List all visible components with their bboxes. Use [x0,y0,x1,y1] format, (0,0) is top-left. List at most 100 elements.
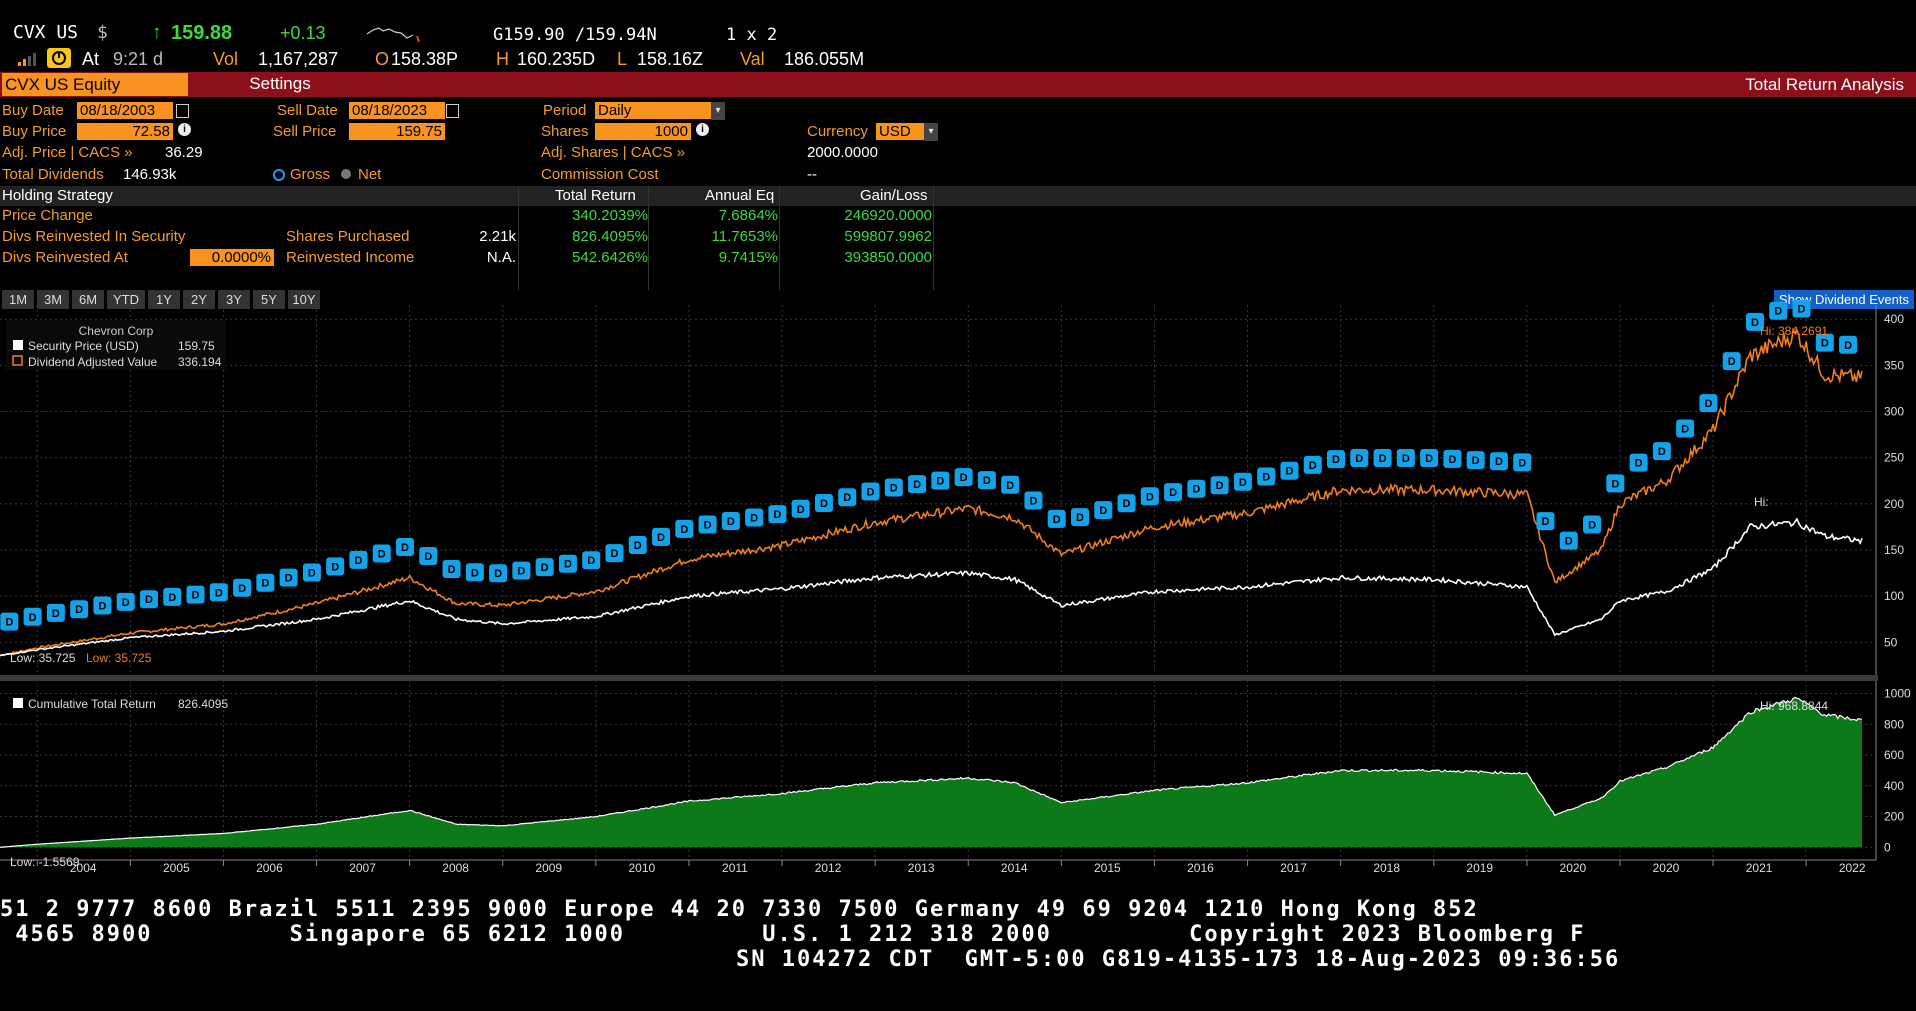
dividend-marker-label: D [1751,317,1759,329]
dividend-marker-label: D [820,498,828,510]
chevron-down-icon[interactable]: ▾ [924,123,938,141]
low-annotation-cumulative: Low: -1.5569 [10,855,80,869]
dividend-marker-box [1373,449,1392,467]
dividend-marker-box [1164,483,1183,502]
dividend-marker-box [1536,512,1555,531]
buy-date-field[interactable]: 08/18/2003 [77,102,173,119]
dividend-marker-label: D [168,592,176,604]
period-select[interactable]: Daily [595,102,711,119]
dividend-marker-label: D [1518,457,1526,469]
price-chart[interactable]: D D D D D D D D D D D D D D D D D D D D D D D D D D D D D D D D D D D D D D D D… [0,300,1916,875]
reinvest-rate-field[interactable]: 0.0000% [190,249,274,266]
x-tick-label: 2021 [1746,861,1773,875]
range-3m-button[interactable]: 3M [37,290,69,309]
dividend-marker-label: D [354,555,362,567]
dividend-marker-label: D [1658,446,1666,458]
dividend-marker-label: D [843,492,851,504]
calendar-icon[interactable] [176,104,189,118]
dividend-marker: D [1070,508,1089,527]
dividend-marker-box [861,482,880,501]
range-6m-button[interactable]: 6M [72,290,104,309]
dividend-marker: D [349,550,368,569]
traded-value: 186.055M [784,49,865,69]
dividend-marker-box [442,559,461,578]
sell-price-label: Sell Price [273,123,337,140]
info-icon[interactable]: i [178,123,191,136]
dividend-marker-label: D [541,562,549,574]
dividend-marker: D [628,536,647,554]
dividend-marker-label: D [1588,519,1596,531]
annual-eq: 7.6864% [718,207,778,224]
gross-label[interactable]: Gross [290,166,331,183]
pane-divider[interactable] [0,675,1878,681]
annual-eq: 11.7653% [711,228,778,245]
price-series [0,327,1863,657]
holding-table-header [0,186,1916,206]
sell-price-field[interactable]: 159.75 [349,123,445,140]
buy-price-field[interactable]: 72.58 [77,123,173,140]
range-1y-button[interactable]: 1Y [148,290,180,309]
range-ytd-button[interactable]: YTD [107,290,145,309]
chevron-down-icon[interactable]: ▾ [711,102,725,120]
dividend-marker: D [1001,475,1020,494]
dividend-marker: D [582,551,601,570]
dividend-marker-box [745,508,764,527]
alert-icon[interactable] [47,48,71,68]
value-label: Val [740,49,765,69]
shares-field[interactable]: 1000 [595,123,691,140]
dividend-marker: D [838,488,857,507]
adj-price-label[interactable]: Adj. Price | CACS » [2,144,133,161]
adj-shares-label[interactable]: Adj. Shares | CACS » [541,144,685,161]
dividend-marker-box [721,512,740,530]
info-icon[interactable]: i [696,123,709,136]
x-tick-label: 2018 [1373,861,1400,875]
dividend-marker: D [1443,449,1462,468]
dividend-marker-box [139,590,158,609]
dividend-marker-label: D [5,617,13,629]
dividend-marker: D [1513,453,1532,472]
dividend-marker-box [1629,453,1648,472]
y-tick-label: 350 [1884,358,1904,372]
dividend-marker-box [1280,461,1299,480]
x-tick-label: 2012 [815,861,842,875]
range-1m-button[interactable]: 1M [2,290,34,309]
range-5y-button[interactable]: 5Y [253,290,285,309]
commission-label: Commission Cost [541,166,659,183]
ticker[interactable]: CVX US [13,22,79,43]
y-tick-label: 300 [1884,405,1904,419]
dividend-marker-label: D [331,561,339,573]
dividend-marker-label: D [1332,454,1340,466]
range-2y-button[interactable]: 2Y [183,290,215,309]
dividend-marker: D [186,585,205,604]
y-tick-label: 200 [1884,810,1904,824]
y-tick-label: 150 [1884,543,1904,557]
net-label[interactable]: Net [358,166,382,183]
range-10y-button[interactable]: 10Y [288,290,320,309]
net-radio[interactable] [341,169,351,179]
security-field[interactable]: CVX US Equity [2,73,188,96]
settings-tab[interactable]: Settings [249,74,311,93]
sell-date-field[interactable]: 08/18/2023 [349,102,445,119]
range-3y-button[interactable]: 3Y [218,290,250,309]
dividend-marker: D [1606,474,1625,493]
dividend-marker-box [70,600,89,619]
dividend-marker-box [186,585,205,604]
dividend-marker: D [768,505,787,524]
calendar-icon[interactable] [446,104,459,118]
dividend-marker: D [1722,352,1741,371]
quote-time: 9:21 d [113,49,164,69]
dividend-marker-box [163,587,182,606]
dividend-marker: D [1466,451,1485,470]
gross-radio[interactable] [273,169,285,181]
dividend-adjusted-line [0,327,1863,657]
dividend-marker: D [977,471,996,490]
y-tick-label: 400 [1884,312,1904,326]
dividend-marker: D [1280,461,1299,480]
currency-select[interactable]: USD [876,123,924,140]
dividend-marker: D [721,512,740,530]
x-tick-label: 2008 [442,861,469,875]
bid-ask-size: 1 x 2 [726,25,778,45]
divider [518,186,519,290]
y-tick-label: 100 [1884,589,1904,603]
x-tick-label: 2015 [1094,861,1121,875]
